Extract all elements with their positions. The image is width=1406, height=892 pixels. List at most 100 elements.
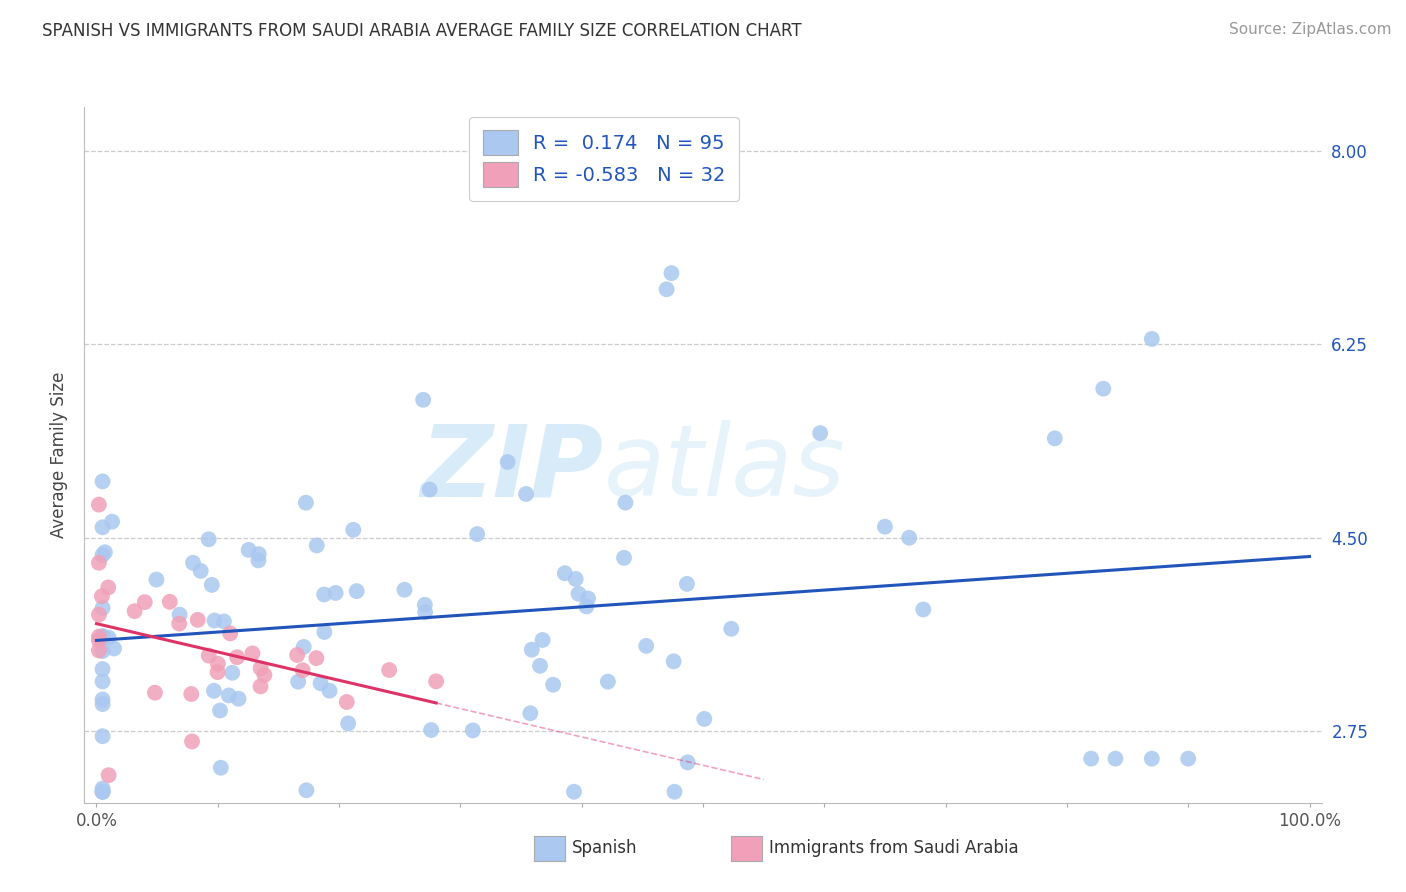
- Point: [247, 553, 270, 567]
- Point: [91, 662, 114, 676]
- Point: [676, 756, 699, 770]
- Point: [201, 578, 224, 592]
- Point: [87, 643, 110, 657]
- Point: [309, 676, 332, 690]
- Point: [596, 674, 619, 689]
- Point: [378, 663, 401, 677]
- Point: [295, 783, 318, 797]
- Point: [295, 496, 318, 510]
- Point: [91, 475, 114, 489]
- Point: [305, 538, 328, 552]
- Point: [336, 695, 359, 709]
- Point: [576, 591, 599, 606]
- Legend: R =  0.174   N = 95, R = -0.583   N = 32: R = 0.174 N = 95, R = -0.583 N = 32: [470, 117, 740, 201]
- Y-axis label: Average Family Size: Average Family Size: [51, 372, 69, 538]
- Point: [91, 630, 114, 644]
- Point: [91, 781, 114, 796]
- Point: [420, 723, 443, 737]
- Text: atlas: atlas: [605, 420, 845, 517]
- Point: [325, 586, 347, 600]
- Point: [249, 661, 271, 675]
- Point: [662, 654, 685, 668]
- Point: [808, 426, 831, 441]
- Point: [91, 785, 114, 799]
- Point: [562, 785, 585, 799]
- Point: [413, 598, 436, 612]
- Point: [209, 761, 232, 775]
- Point: [342, 523, 364, 537]
- Point: [873, 519, 896, 533]
- Point: [337, 716, 360, 731]
- Point: [94, 545, 117, 559]
- Point: [314, 624, 336, 639]
- Point: [419, 483, 441, 497]
- Point: [134, 595, 156, 609]
- Point: [461, 723, 484, 738]
- Point: [564, 572, 586, 586]
- Point: [238, 542, 260, 557]
- Point: [287, 674, 309, 689]
- Point: [87, 633, 110, 648]
- Point: [87, 556, 110, 570]
- Point: [87, 630, 110, 644]
- Point: [145, 573, 167, 587]
- Point: [97, 631, 120, 645]
- Point: [531, 632, 554, 647]
- Text: SPANISH VS IMMIGRANTS FROM SAUDI ARABIA AVERAGE FAMILY SIZE CORRELATION CHART: SPANISH VS IMMIGRANTS FROM SAUDI ARABIA …: [42, 22, 801, 40]
- Point: [91, 785, 114, 799]
- Point: [291, 663, 314, 677]
- Point: [394, 582, 416, 597]
- Point: [318, 683, 340, 698]
- Point: [167, 616, 190, 631]
- Text: Source: ZipAtlas.com: Source: ZipAtlas.com: [1229, 22, 1392, 37]
- Point: [636, 639, 658, 653]
- Point: [197, 533, 219, 547]
- Point: [346, 584, 368, 599]
- Point: [97, 768, 120, 782]
- Point: [197, 648, 219, 663]
- Point: [465, 527, 488, 541]
- Point: [87, 607, 110, 622]
- Point: [1140, 332, 1163, 346]
- Point: [187, 613, 209, 627]
- Point: [898, 531, 921, 545]
- Point: [97, 581, 120, 595]
- Point: [190, 564, 212, 578]
- Point: [529, 658, 551, 673]
- Text: Spanish: Spanish: [572, 839, 638, 857]
- Point: [567, 587, 589, 601]
- Point: [91, 697, 114, 711]
- Point: [221, 665, 243, 680]
- Point: [91, 729, 114, 743]
- Point: [181, 734, 204, 748]
- Point: [285, 648, 308, 662]
- Point: [413, 605, 436, 619]
- Point: [661, 266, 683, 280]
- Point: [242, 646, 264, 660]
- Point: [1140, 751, 1163, 765]
- Point: [124, 604, 146, 618]
- Point: [101, 515, 124, 529]
- Point: [91, 520, 114, 534]
- Point: [212, 615, 235, 629]
- Point: [515, 487, 537, 501]
- Point: [519, 706, 541, 721]
- Point: [226, 650, 249, 665]
- Point: [247, 547, 270, 561]
- Point: [159, 595, 181, 609]
- Text: ZIP: ZIP: [420, 420, 605, 517]
- Point: [90, 589, 112, 603]
- Point: [292, 640, 315, 654]
- Point: [87, 498, 110, 512]
- Point: [91, 632, 114, 646]
- Point: [253, 668, 276, 682]
- Point: [91, 644, 114, 658]
- Point: [208, 704, 231, 718]
- Point: [180, 687, 202, 701]
- Point: [1043, 431, 1066, 445]
- Point: [425, 674, 447, 689]
- Point: [202, 683, 225, 698]
- Point: [614, 495, 637, 509]
- Point: [228, 691, 250, 706]
- Point: [103, 641, 125, 656]
